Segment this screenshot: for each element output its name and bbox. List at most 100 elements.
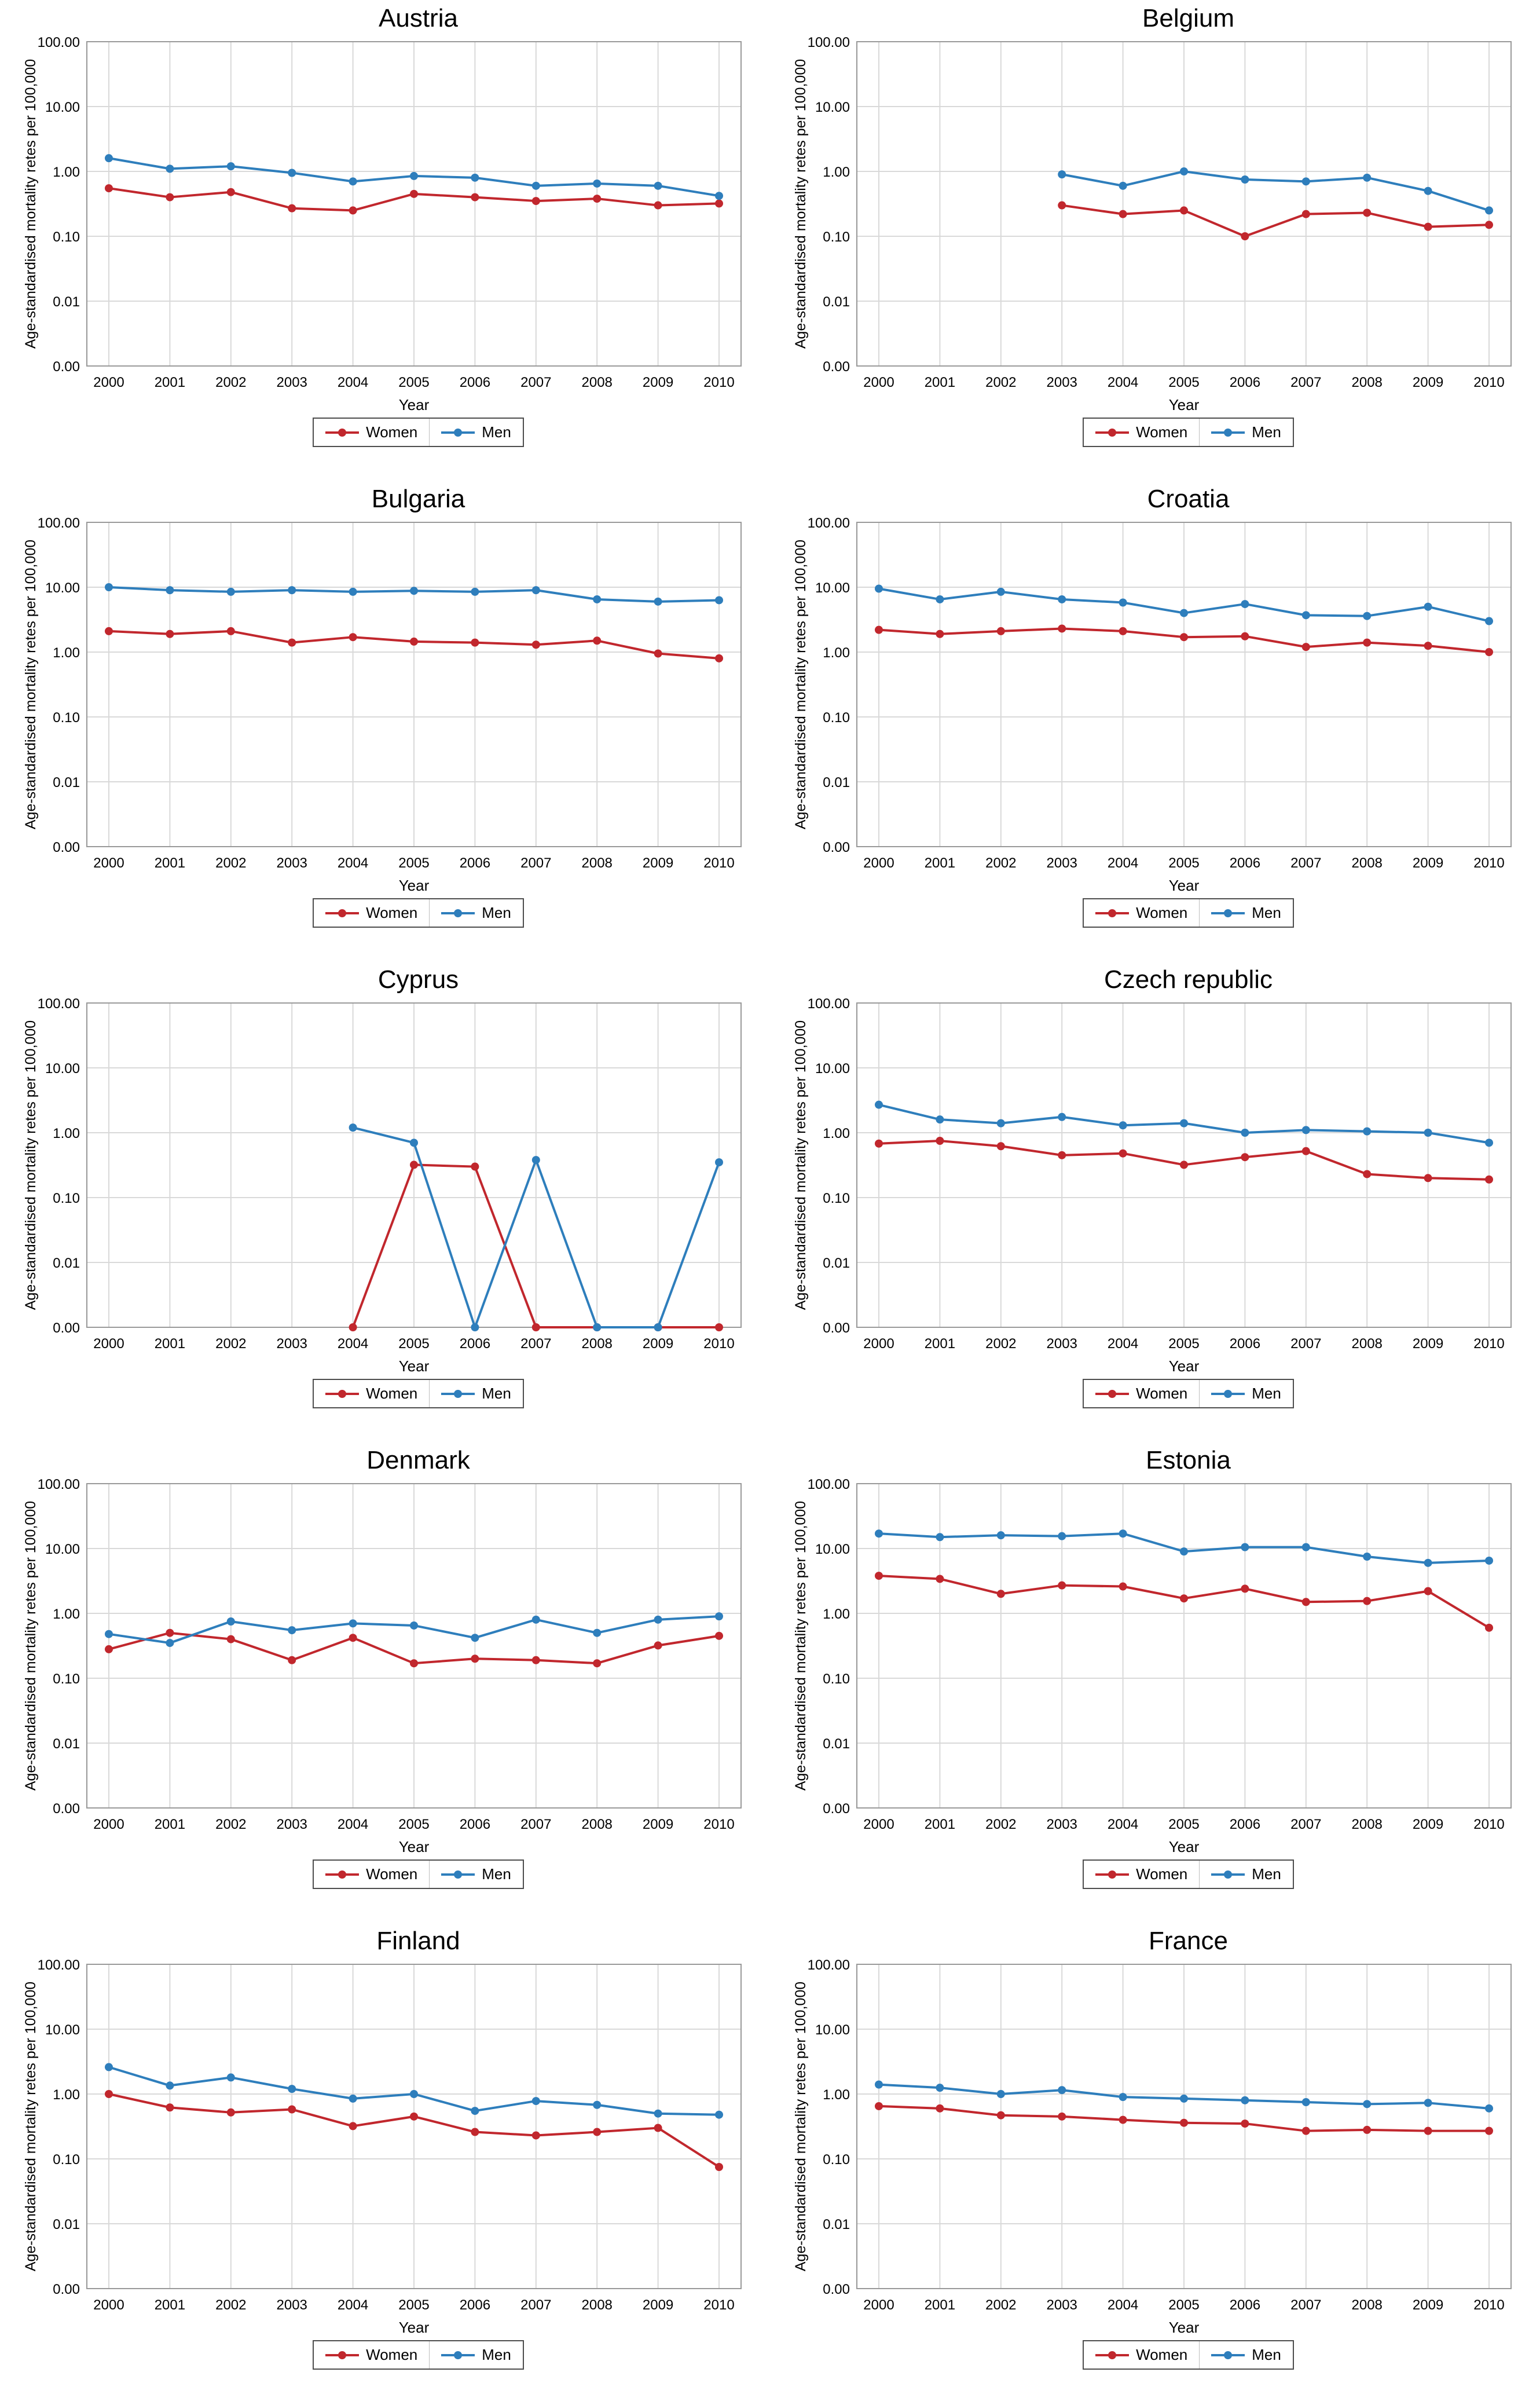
legend-label: Men <box>482 423 511 441</box>
legend-item-men: Men <box>1199 419 1293 446</box>
svg-text:2010: 2010 <box>1473 855 1504 871</box>
chart-panel: Croatia 100.00 10.00 1.00 0.10 0.01 0.00 2000 2… <box>770 481 1540 961</box>
svg-text:2002: 2002 <box>215 375 246 390</box>
svg-text:2006: 2006 <box>460 855 490 871</box>
svg-text:0.10: 0.10 <box>823 229 850 245</box>
svg-text:2008: 2008 <box>1352 1817 1383 1832</box>
legend-label: Men <box>1252 1385 1281 1403</box>
svg-text:2003: 2003 <box>1047 1336 1077 1352</box>
chart-title: Cyprus <box>377 965 459 994</box>
legend-label: Women <box>1136 423 1188 441</box>
svg-text:10.00: 10.00 <box>45 2022 80 2038</box>
svg-text:0.10: 0.10 <box>53 710 80 726</box>
chart-plot: 100.00 10.00 1.00 0.10 0.01 0.00 2000 2001 2002 2… <box>23 35 742 413</box>
svg-text:2001: 2001 <box>925 855 955 871</box>
svg-text:2001: 2001 <box>155 855 185 871</box>
svg-text:100.00: 100.00 <box>38 35 80 50</box>
svg-text:Year: Year <box>399 877 430 894</box>
svg-text:10.00: 10.00 <box>815 1061 850 1077</box>
svg-text:1.00: 1.00 <box>823 1126 850 1141</box>
svg-text:2000: 2000 <box>93 1336 124 1352</box>
svg-text:0.01: 0.01 <box>53 2217 80 2232</box>
svg-text:2006: 2006 <box>1230 855 1260 871</box>
svg-text:0.00: 0.00 <box>823 1801 850 1817</box>
svg-text:0.00: 0.00 <box>53 840 80 855</box>
chart-plot: 100.00 10.00 1.00 0.10 0.01 0.00 2000 2001 2002 2… <box>23 996 742 1374</box>
svg-text:2009: 2009 <box>1413 855 1443 871</box>
svg-text:2010: 2010 <box>1473 2297 1504 2313</box>
svg-text:2010: 2010 <box>1473 375 1504 390</box>
svg-text:0.00: 0.00 <box>53 359 80 375</box>
legend-label: Men <box>1252 423 1281 441</box>
svg-text:2002: 2002 <box>985 375 1016 390</box>
svg-text:1.00: 1.00 <box>53 1606 80 1622</box>
svg-text:2009: 2009 <box>1413 1336 1443 1352</box>
svg-text:100.00: 100.00 <box>808 35 850 50</box>
legend-men-line-icon <box>441 1869 475 1880</box>
svg-text:2000: 2000 <box>93 855 124 871</box>
svg-text:2001: 2001 <box>155 1817 185 1832</box>
chart-title: Czech republic <box>1103 965 1273 994</box>
svg-text:2005: 2005 <box>1168 855 1199 871</box>
svg-text:2002: 2002 <box>985 855 1016 871</box>
svg-text:0.10: 0.10 <box>823 1191 850 1206</box>
legend-box: Women Men <box>313 1859 524 1890</box>
chart-legend: Women Men <box>790 1379 1520 1409</box>
svg-text:2007: 2007 <box>520 1817 551 1832</box>
svg-text:0.00: 0.00 <box>53 1320 80 1336</box>
svg-text:2008: 2008 <box>582 1817 613 1832</box>
legend-item-women: Women <box>314 899 429 927</box>
legend-box: Women Men <box>1083 898 1294 928</box>
svg-text:2006: 2006 <box>460 1817 490 1832</box>
svg-text:0.00: 0.00 <box>823 840 850 855</box>
svg-text:2004: 2004 <box>338 2297 368 2313</box>
svg-text:Year: Year <box>1169 2319 1200 2336</box>
svg-text:1.00: 1.00 <box>823 1606 850 1622</box>
svg-text:2004: 2004 <box>1108 1817 1138 1832</box>
svg-text:0.10: 0.10 <box>53 229 80 245</box>
svg-text:Year: Year <box>399 1357 430 1374</box>
svg-text:2009: 2009 <box>1413 1817 1443 1832</box>
svg-text:1.00: 1.00 <box>823 645 850 661</box>
legend-item-men: Men <box>1199 1861 1293 1888</box>
legend-box: Women Men <box>1083 1859 1294 1890</box>
svg-text:2000: 2000 <box>863 1817 894 1832</box>
svg-text:Age-standardised mortality ret: Age-standardised mortality retes per 100… <box>793 540 809 829</box>
chart-legend: Women Men <box>20 1379 750 1409</box>
svg-text:2008: 2008 <box>582 375 613 390</box>
chart-title: Estonia <box>1146 1446 1231 1474</box>
legend-women-line-icon <box>1095 2350 1130 2360</box>
svg-text:0.01: 0.01 <box>53 294 80 310</box>
svg-text:2004: 2004 <box>338 1336 368 1352</box>
svg-text:2003: 2003 <box>1047 2297 1077 2313</box>
chart-legend: Women Men <box>790 418 1520 448</box>
chart-plot: 100.00 10.00 1.00 0.10 0.01 0.00 2000 2001 2002 2… <box>793 1957 1512 2336</box>
svg-text:2000: 2000 <box>93 2297 124 2313</box>
svg-text:Age-standardised mortality ret: Age-standardised mortality retes per 100… <box>793 1501 809 1791</box>
svg-text:2007: 2007 <box>1290 2297 1321 2313</box>
svg-text:2001: 2001 <box>925 2297 955 2313</box>
svg-text:2010: 2010 <box>703 1817 734 1832</box>
svg-text:2001: 2001 <box>925 1817 955 1832</box>
svg-text:2002: 2002 <box>985 1817 1016 1832</box>
chart-panel: Cyprus 100.00 10.00 1.00 0.10 0.01 0.00 2000 20… <box>0 961 770 1442</box>
legend-item-men: Men <box>1199 1380 1293 1408</box>
svg-text:2008: 2008 <box>582 1336 613 1352</box>
svg-text:2005: 2005 <box>398 1817 429 1832</box>
legend-women-line-icon <box>325 1389 360 1399</box>
svg-text:2007: 2007 <box>1290 855 1321 871</box>
legend-men-line-icon <box>441 427 475 438</box>
legend-label: Women <box>1136 1865 1188 1883</box>
svg-text:2002: 2002 <box>985 1336 1016 1352</box>
svg-text:0.00: 0.00 <box>823 2282 850 2297</box>
svg-text:2005: 2005 <box>398 1336 429 1352</box>
legend-women-line-icon <box>325 427 360 438</box>
svg-text:2006: 2006 <box>1230 1817 1260 1832</box>
svg-text:2009: 2009 <box>1413 2297 1443 2313</box>
svg-text:10.00: 10.00 <box>45 1061 80 1077</box>
svg-text:2006: 2006 <box>460 1336 490 1352</box>
chart-plot: 100.00 10.00 1.00 0.10 0.01 0.00 2000 2001 2002 2… <box>23 1477 742 1855</box>
svg-text:2003: 2003 <box>277 855 307 871</box>
svg-text:2000: 2000 <box>93 375 124 390</box>
legend-women-line-icon <box>1095 427 1130 438</box>
